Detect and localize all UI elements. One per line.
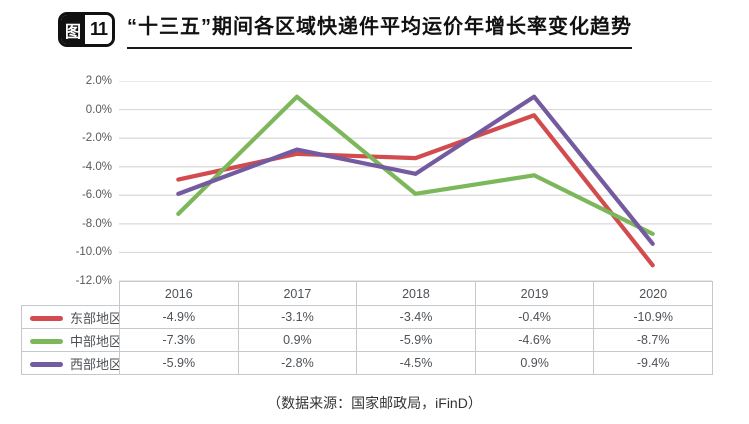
y-tick-label: 0.0%	[85, 103, 112, 116]
value-cell: 0.9%	[237, 328, 358, 352]
value-cell: -7.3%	[119, 328, 239, 352]
badge-prefix: 图	[61, 15, 86, 44]
legend-cell: 东部地区	[21, 305, 120, 329]
value-cell: -9.4%	[593, 351, 713, 375]
y-tick-label: -2.0%	[81, 132, 112, 145]
table-row: 东部地区 -4.9% -3.1% -3.4% -0.4% -10.9%	[21, 305, 713, 329]
value-cell: -8.7%	[593, 328, 713, 352]
series-line-2	[176, 94, 655, 246]
value-cell: -5.9%	[119, 351, 239, 375]
figure-title: “十三五”期间各区域快递件平均运价年增长率变化趋势	[127, 12, 633, 49]
year-header: 2019	[474, 281, 595, 306]
year-header: 2020	[593, 281, 713, 306]
year-header: 2016	[119, 281, 239, 306]
y-tick-label: -8.0%	[81, 217, 112, 230]
legend-line-icon	[30, 338, 63, 344]
table-row: 中部地区 -7.3% 0.9% -5.9% -4.6% -8.7%	[21, 328, 713, 352]
figure-number-badge: 图 11	[58, 12, 116, 47]
value-cell: -4.5%	[356, 351, 476, 375]
y-tick-label: -6.0%	[81, 189, 112, 202]
source-note: （数据来源：国家邮政局，iFinD）	[267, 395, 482, 411]
series-name: 西部地区	[70, 356, 120, 372]
value-cell: 0.9%	[474, 351, 595, 375]
table-header-row: 2016 2017 2018 2019 2020	[22, 281, 713, 306]
value-cell: -2.8%	[237, 351, 358, 375]
series-name: 东部地区	[70, 310, 120, 326]
value-cell: -3.4%	[356, 305, 476, 329]
year-header: 2018	[356, 281, 476, 306]
figure-header: 图 11 “十三五”期间各区域快递件平均运价年增长率变化趋势	[58, 12, 633, 49]
legend-cell: 西部地区	[21, 351, 120, 375]
legend-cell: 中部地区	[21, 328, 120, 352]
value-cell: -3.1%	[237, 305, 358, 329]
value-cell: -10.9%	[593, 305, 713, 329]
table-corner	[22, 282, 120, 306]
y-tick-label: 2.0%	[85, 75, 112, 87]
y-tick-label: -4.0%	[81, 160, 112, 173]
y-tick-label: -12.0%	[75, 275, 112, 287]
value-cell: -4.9%	[119, 305, 239, 329]
y-axis: 2.0% 0.0% -2.0% -4.0% -6.0% -8.0% -10.0% -12.0%	[30, 75, 112, 287]
table-row: 西部地区 -5.9% -2.8% -4.5% 0.9% -9.4%	[21, 351, 713, 375]
plot-area	[119, 81, 712, 281]
value-cell: -0.4%	[474, 305, 595, 329]
series-name: 中部地区	[70, 333, 120, 349]
series-line-1	[176, 94, 655, 236]
year-header: 2017	[237, 281, 358, 306]
badge-number: 11	[85, 15, 113, 44]
value-cell: -5.9%	[356, 328, 476, 352]
y-tick-label: -10.0%	[75, 246, 112, 259]
legend-line-icon	[30, 315, 63, 321]
legend-line-icon	[30, 361, 63, 367]
data-table: 2016 2017 2018 2019 2020 东部地区 -4.9% -3.1% -3.4% -…	[21, 281, 713, 375]
value-cell: -4.6%	[474, 328, 595, 352]
